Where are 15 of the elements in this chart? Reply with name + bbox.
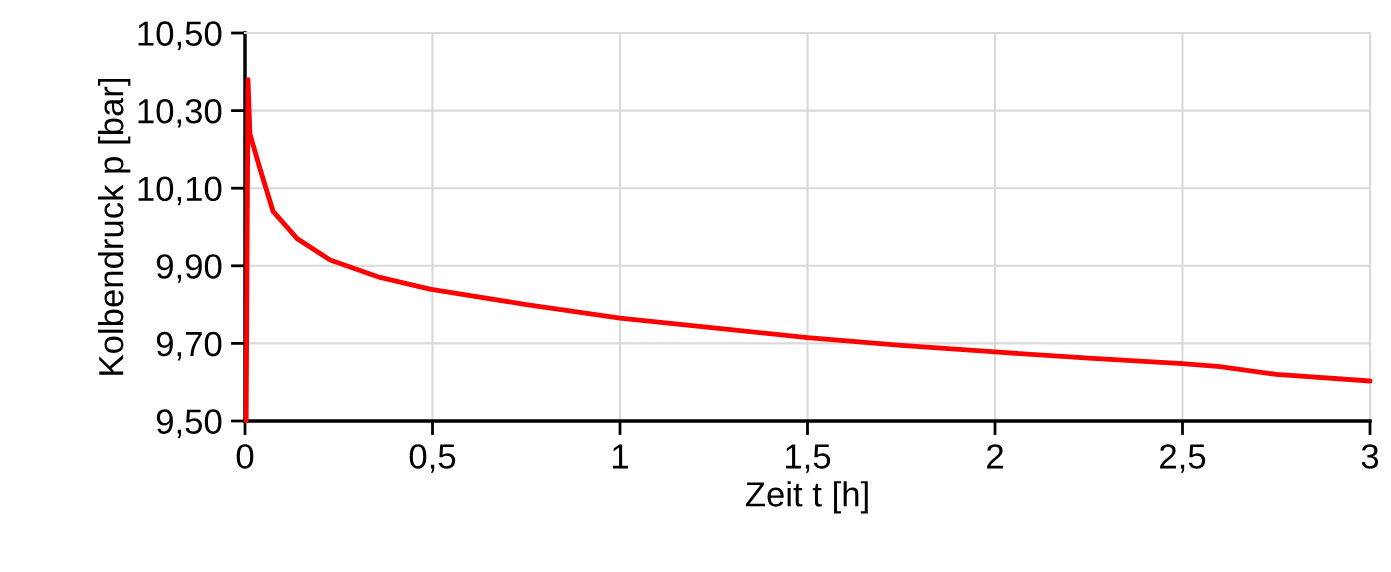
y-tick-label: 10,30 [138, 98, 222, 128]
y-tick-label: 9,90 [156, 254, 222, 283]
y-tick-label: 10,50 [138, 21, 222, 51]
x-tick-label: 3 [1361, 444, 1379, 469]
x-tick-label: 1,5 [786, 444, 831, 473]
x-tick-label: 0,5 [409, 444, 456, 473]
y-tick-label: 9,50 [156, 409, 222, 439]
x-tick-label: 1 [612, 444, 628, 469]
y-tick-label: 10,10 [138, 176, 222, 206]
x-tick-label: 0 [236, 444, 254, 469]
y-tick-label: 9,70 [156, 331, 222, 361]
x-axis-title: Zeit t [h] [745, 481, 868, 514]
y-axis-title: Kolbendruck p [bar] [97, 78, 131, 375]
x-tick-label: 2 [987, 444, 1003, 469]
x-tick-label: 2,5 [1160, 444, 1206, 473]
